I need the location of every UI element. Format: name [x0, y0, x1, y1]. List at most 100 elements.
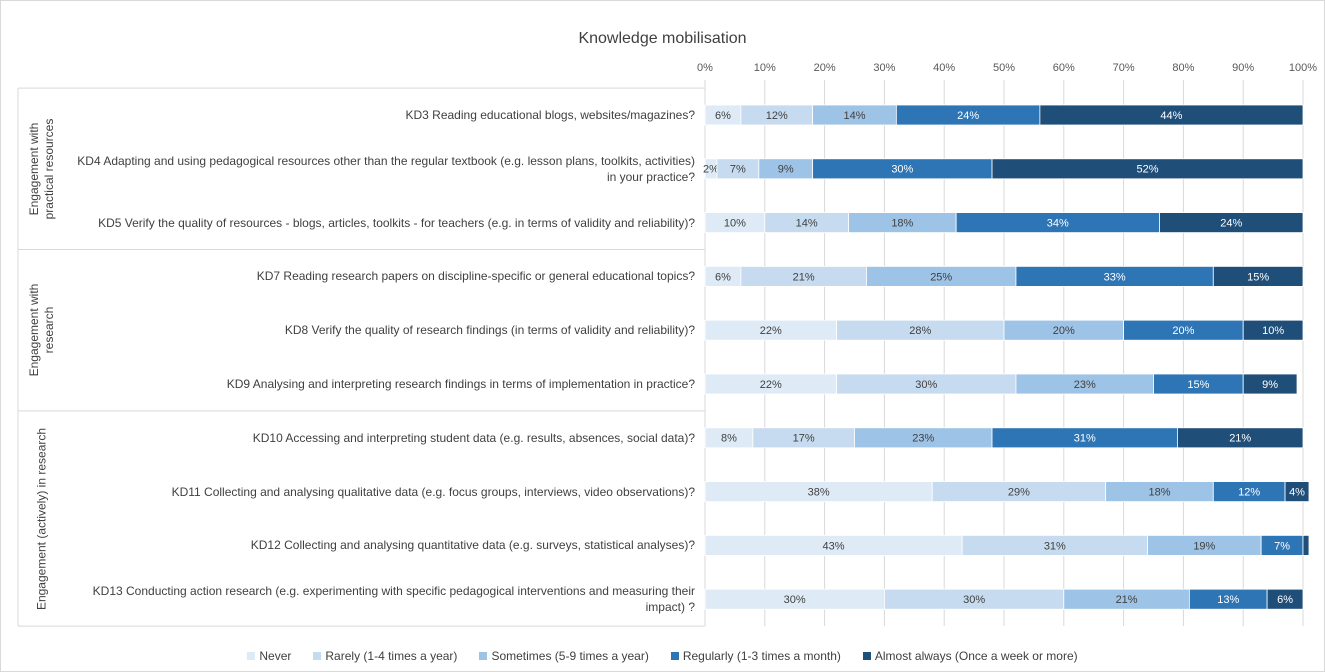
data-label: 38% [808, 487, 830, 499]
legend-item: Never [247, 649, 291, 663]
x-tick-label: 70% [1113, 62, 1135, 74]
bar-segment [991, 158, 1304, 180]
legend-item: Rarely (1-4 times a year) [313, 649, 457, 663]
data-label: 6% [715, 110, 731, 122]
data-label: 6% [1277, 594, 1293, 606]
legend-item: Almost always (Once a week or more) [862, 649, 1078, 663]
data-label: 7% [1274, 540, 1290, 552]
legend-item: Sometimes (5-9 times a year) [479, 649, 649, 663]
category-label: KD7 Reading research papers on disciplin… [256, 269, 695, 284]
bar-segment [1159, 212, 1304, 234]
bar-segment [1284, 481, 1310, 503]
data-label: 30% [891, 164, 913, 176]
chart-title: Knowledge mobilisation [578, 30, 747, 47]
data-label: 9% [778, 164, 794, 176]
category-label: KD10 Accessing and interpreting student … [252, 430, 695, 445]
group-label: Engagement (actively) in research [34, 427, 49, 610]
category-label: KD9 Analysing and interpreting research … [226, 377, 695, 391]
bar-segment [1177, 427, 1304, 449]
data-label: 14% [796, 218, 818, 230]
x-tick-label: 90% [1232, 62, 1254, 74]
data-label: 8% [721, 433, 737, 445]
data-label: 7% [730, 164, 746, 176]
group-label: Engagement with research [27, 283, 56, 377]
data-label: 9% [1262, 379, 1278, 391]
data-label: 6% [715, 271, 731, 283]
data-label: 24% [957, 110, 979, 122]
legend-label: Never [259, 649, 292, 663]
legend: Never Rarely (1-4 times a year) Sometimes … [0, 649, 1325, 663]
legend-swatch [313, 652, 322, 660]
data-label: 10% [1262, 325, 1284, 337]
data-label: 21% [1229, 433, 1251, 445]
data-label: 29% [1008, 487, 1030, 499]
data-label: 14% [843, 110, 865, 122]
data-label: 23% [912, 433, 934, 445]
data-label: 25% [930, 271, 952, 283]
data-label: 31% [1074, 433, 1096, 445]
data-label: 12% [766, 110, 788, 122]
data-label: 22% [760, 379, 782, 391]
data-label: 19% [1193, 540, 1215, 552]
legend-label: Rarely (1-4 times a year) [325, 649, 458, 663]
bar-segment [1242, 319, 1304, 341]
data-label: 43% [823, 540, 845, 552]
bar-segment [1242, 373, 1298, 395]
legend-label: Sometimes (5-9 times a year) [491, 649, 649, 663]
bar-segment [1039, 104, 1304, 126]
data-label: 33% [1104, 271, 1126, 283]
data-label: 4% [1289, 487, 1305, 499]
legend-swatch [862, 652, 871, 660]
data-label: 34% [1047, 218, 1069, 230]
bar-segment [1302, 535, 1310, 556]
bar-segment [1266, 588, 1304, 610]
category-label: KD8 Verify the quality of research findi… [284, 323, 695, 338]
data-label: 17% [793, 433, 815, 445]
data-label: 18% [1148, 487, 1170, 499]
data-label: 30% [915, 379, 937, 391]
data-label: 15% [1247, 271, 1269, 283]
x-tick-label: 30% [873, 62, 895, 74]
data-label: 28% [909, 325, 931, 337]
data-label: 2% [703, 164, 719, 176]
x-tick-label: 40% [933, 62, 955, 74]
category-label: KD3 Reading educational blogs, websites/… [405, 108, 695, 122]
data-label: 30% [963, 594, 985, 606]
data-label: 10% [724, 218, 746, 230]
category-label: KD11 Collecting and analysing qualitativ… [171, 484, 695, 499]
data-label: 20% [1053, 325, 1075, 337]
legend-swatch [479, 652, 488, 660]
x-tick-label: 60% [1053, 62, 1075, 74]
data-label: 31% [1044, 540, 1066, 552]
data-label: 20% [1172, 325, 1194, 337]
data-label: 22% [760, 325, 782, 337]
data-label: 21% [793, 271, 815, 283]
data-label: 30% [784, 594, 806, 606]
data-label: 52% [1137, 164, 1159, 176]
data-label: 12% [1238, 487, 1260, 499]
bar-segment [1212, 265, 1304, 287]
data-label: 21% [1116, 594, 1138, 606]
x-tick-label: 100% [1289, 62, 1317, 74]
data-label: 18% [891, 218, 913, 230]
x-tick-label: 80% [1172, 62, 1194, 74]
data-label: 15% [1187, 379, 1209, 391]
data-label: 23% [1074, 379, 1096, 391]
legend-swatch [247, 652, 256, 660]
category-label: KD12 Collecting and analysing quantitati… [250, 538, 695, 553]
category-label: KD13 Conducting action research (e.g. ex… [92, 584, 695, 615]
data-label: 44% [1160, 110, 1182, 122]
x-tick-label: 50% [993, 62, 1015, 74]
legend-item: Regularly (1-3 times a month) [670, 649, 841, 663]
legend-label: Regularly (1-3 times a month) [682, 649, 841, 663]
x-tick-label: 0% [697, 62, 713, 74]
legend-label: Almost always (Once a week or more) [874, 649, 1078, 663]
data-label: 13% [1217, 594, 1239, 606]
category-label: KD4 Adapting and using pedagogical resou… [77, 153, 695, 184]
group-label: Engagement with practical resources [27, 118, 56, 220]
category-label: KD5 Verify the quality of resources - bl… [98, 215, 695, 230]
legend-swatch [670, 652, 679, 660]
x-tick-label: 20% [814, 62, 836, 74]
